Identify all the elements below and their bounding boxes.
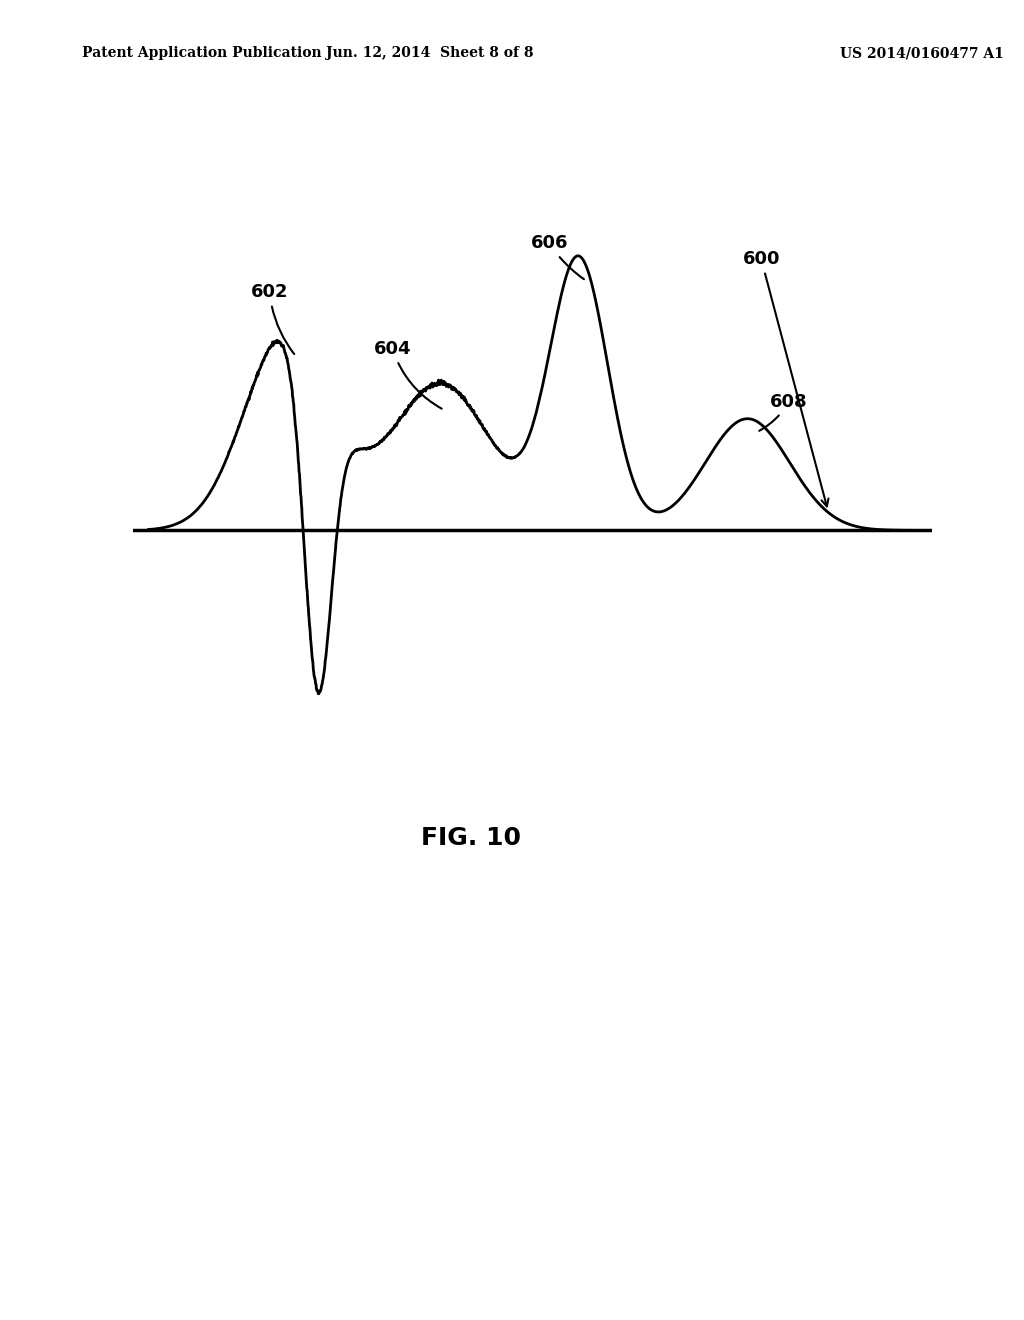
Text: US 2014/0160477 A1: US 2014/0160477 A1 <box>840 46 1004 61</box>
Text: 608: 608 <box>759 392 808 430</box>
Text: Jun. 12, 2014  Sheet 8 of 8: Jun. 12, 2014 Sheet 8 of 8 <box>327 46 534 61</box>
Text: 606: 606 <box>530 234 584 280</box>
Text: 602: 602 <box>251 282 294 354</box>
Text: 604: 604 <box>374 339 441 409</box>
Text: Patent Application Publication: Patent Application Publication <box>82 46 322 61</box>
Text: 600: 600 <box>742 249 828 507</box>
Text: FIG. 10: FIG. 10 <box>421 826 521 850</box>
